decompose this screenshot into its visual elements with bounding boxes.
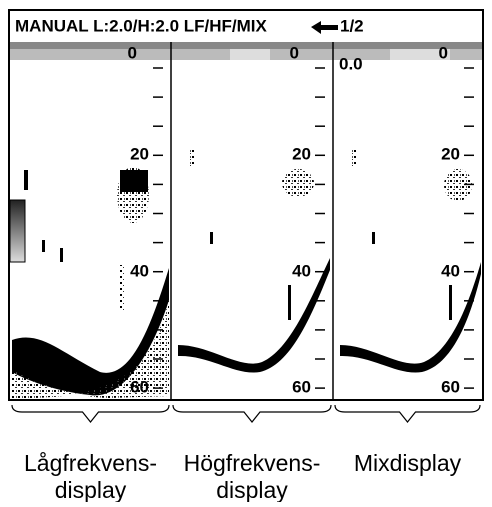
fish-echo <box>24 170 28 190</box>
panel-caption: Mixdisplay <box>354 450 462 476</box>
top-band-light <box>390 49 450 60</box>
fish-echo <box>449 285 452 320</box>
fish-school <box>282 169 314 197</box>
fish-school <box>120 170 148 192</box>
panel-caption: Lågfrekvens- <box>24 450 157 476</box>
depth-label: 40 <box>292 261 311 280</box>
depth-label: 0 <box>439 43 448 62</box>
seabed-echo <box>12 268 169 396</box>
depth-label: 0 <box>290 43 299 62</box>
echo-image <box>12 150 481 399</box>
page-arrow <box>311 21 338 34</box>
depth-label: 20 <box>441 144 460 163</box>
top-band-light <box>230 49 270 60</box>
seabed-echo <box>340 262 481 373</box>
fish-echo <box>120 265 124 310</box>
fish-echo <box>190 150 195 168</box>
fish-echo <box>352 150 357 168</box>
depth-label: 60 <box>441 377 460 396</box>
bracket <box>172 404 332 423</box>
panel-caption: Högfrekvens- <box>184 450 321 476</box>
fish-echo <box>60 248 63 262</box>
seabed-echo <box>178 258 330 373</box>
panel-caption: display <box>55 477 127 502</box>
page-indicator: 1/2 <box>340 16 364 35</box>
fish-echo <box>210 232 213 244</box>
fish-echo <box>288 285 291 320</box>
fish-echo <box>42 240 45 252</box>
depth-label: 60 <box>292 377 311 396</box>
display-frame <box>8 9 484 401</box>
seabed-tail <box>12 300 169 399</box>
depth-label: 40 <box>130 261 149 280</box>
depth-label: 20 <box>292 144 311 163</box>
depth-label: 60 <box>130 377 149 396</box>
depth-label: 0 <box>128 43 137 62</box>
top-band <box>10 42 482 49</box>
mode-header: MANUAL L:2.0/H:2.0 LF/HF/MIX <box>15 16 268 35</box>
fish-echo <box>372 232 375 244</box>
color-bar <box>9 199 26 263</box>
panel-caption: display <box>216 477 288 502</box>
bracket <box>11 404 170 423</box>
depth-label: 20 <box>130 144 149 163</box>
offset-label: 0.0 <box>339 54 363 73</box>
depth-label: 40 <box>441 261 460 280</box>
bracket <box>334 404 481 423</box>
fish-school <box>444 169 472 201</box>
